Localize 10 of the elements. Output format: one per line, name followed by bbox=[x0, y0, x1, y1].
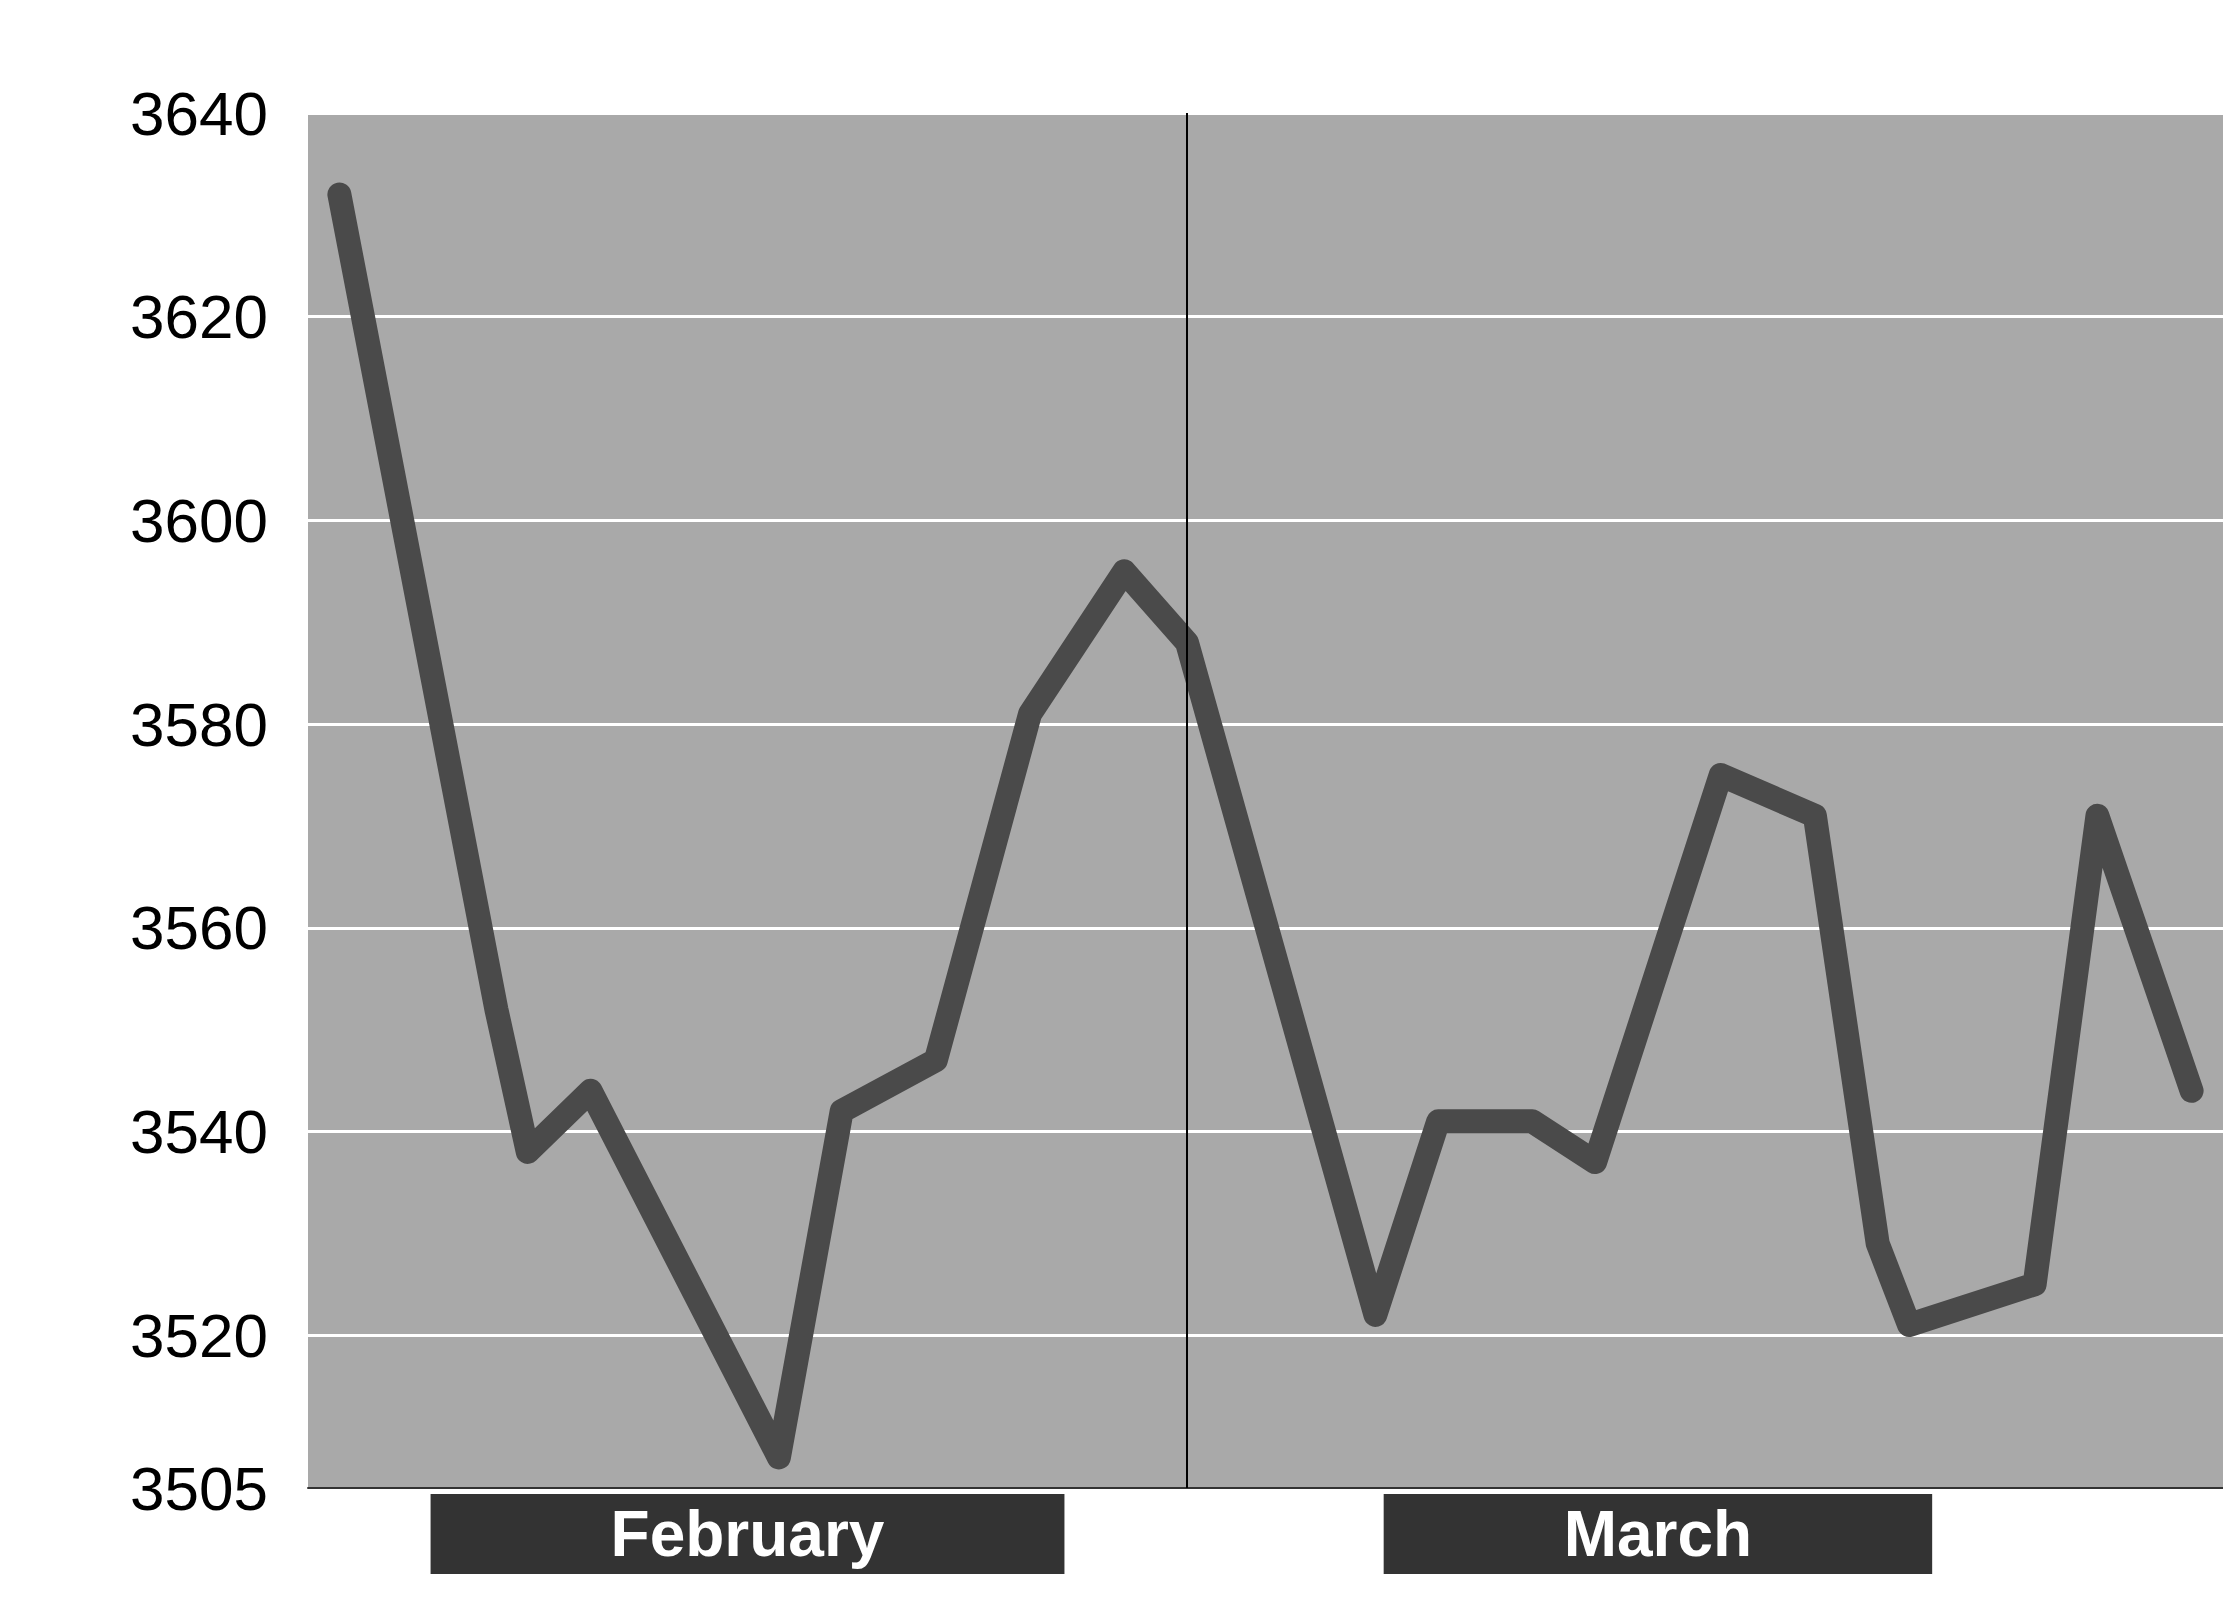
y-tick-label: 3520 bbox=[130, 1300, 268, 1370]
y-tick-label: 3640 bbox=[130, 78, 268, 148]
y-tick-label: 3560 bbox=[130, 893, 268, 963]
x-tick-label: March bbox=[1563, 1498, 1753, 1570]
y-tick-label: 3600 bbox=[130, 485, 268, 555]
y-tick-label: 3505 bbox=[130, 1453, 268, 1523]
x-tick-label: February bbox=[610, 1498, 885, 1570]
y-tick-label: 3540 bbox=[130, 1097, 268, 1167]
y-tick-label: 3620 bbox=[130, 282, 268, 352]
y-tick-label: 3580 bbox=[130, 689, 268, 759]
